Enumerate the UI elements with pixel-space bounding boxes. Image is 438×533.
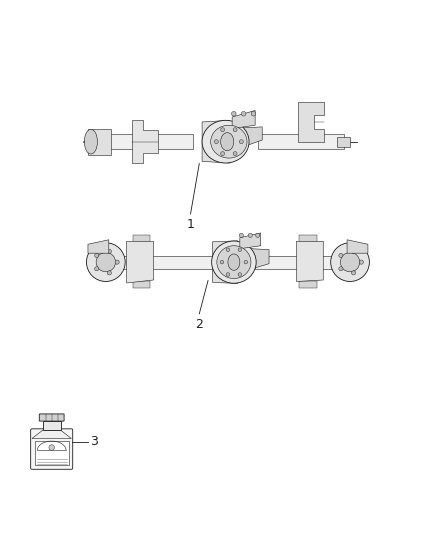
Polygon shape bbox=[255, 255, 332, 269]
Circle shape bbox=[248, 233, 252, 237]
Ellipse shape bbox=[221, 133, 234, 151]
Circle shape bbox=[226, 248, 230, 252]
Circle shape bbox=[339, 253, 343, 257]
Circle shape bbox=[251, 111, 256, 116]
Circle shape bbox=[351, 249, 356, 253]
Polygon shape bbox=[202, 120, 230, 163]
Bar bbox=[300, 281, 317, 288]
Circle shape bbox=[232, 111, 236, 116]
Bar bbox=[43, 421, 60, 430]
Ellipse shape bbox=[211, 125, 247, 158]
Bar bbox=[133, 281, 151, 288]
Polygon shape bbox=[347, 240, 368, 253]
Circle shape bbox=[241, 111, 246, 116]
Text: 1: 1 bbox=[187, 219, 194, 231]
Ellipse shape bbox=[96, 253, 116, 272]
Polygon shape bbox=[132, 120, 158, 163]
Polygon shape bbox=[297, 241, 323, 281]
Circle shape bbox=[233, 128, 237, 132]
Polygon shape bbox=[238, 248, 269, 273]
Circle shape bbox=[351, 271, 356, 275]
Polygon shape bbox=[258, 134, 344, 149]
Polygon shape bbox=[212, 241, 238, 284]
Circle shape bbox=[214, 140, 218, 143]
Ellipse shape bbox=[86, 243, 125, 281]
Circle shape bbox=[339, 266, 343, 271]
Circle shape bbox=[95, 253, 99, 257]
Circle shape bbox=[115, 260, 119, 264]
Circle shape bbox=[107, 249, 111, 253]
Circle shape bbox=[49, 445, 54, 450]
Polygon shape bbox=[127, 241, 153, 283]
Ellipse shape bbox=[202, 120, 249, 163]
Text: 2: 2 bbox=[195, 318, 203, 331]
Ellipse shape bbox=[340, 253, 360, 272]
Polygon shape bbox=[32, 430, 71, 439]
Bar bbox=[35, 441, 69, 465]
Circle shape bbox=[244, 260, 247, 264]
Bar bbox=[300, 235, 317, 242]
Text: 3: 3 bbox=[90, 435, 98, 448]
Ellipse shape bbox=[217, 246, 251, 279]
Polygon shape bbox=[88, 128, 110, 155]
Bar bbox=[133, 235, 151, 242]
Circle shape bbox=[359, 260, 364, 264]
Circle shape bbox=[233, 152, 237, 156]
FancyBboxPatch shape bbox=[31, 429, 73, 469]
Circle shape bbox=[221, 152, 225, 156]
Polygon shape bbox=[230, 127, 262, 151]
Circle shape bbox=[239, 140, 243, 143]
Polygon shape bbox=[106, 255, 212, 269]
Ellipse shape bbox=[212, 241, 256, 283]
Ellipse shape bbox=[84, 130, 97, 154]
Ellipse shape bbox=[228, 254, 240, 270]
Polygon shape bbox=[298, 102, 324, 142]
Circle shape bbox=[221, 128, 225, 132]
Circle shape bbox=[256, 233, 260, 237]
Circle shape bbox=[238, 273, 242, 276]
Circle shape bbox=[239, 233, 244, 237]
Polygon shape bbox=[240, 233, 261, 249]
FancyBboxPatch shape bbox=[39, 414, 64, 421]
Polygon shape bbox=[88, 134, 193, 149]
Bar bbox=[337, 137, 350, 147]
Circle shape bbox=[95, 266, 99, 271]
Circle shape bbox=[226, 273, 230, 276]
Circle shape bbox=[220, 260, 224, 264]
Polygon shape bbox=[88, 240, 109, 253]
Circle shape bbox=[238, 248, 242, 252]
Ellipse shape bbox=[331, 243, 369, 281]
Circle shape bbox=[107, 271, 111, 275]
Polygon shape bbox=[232, 110, 255, 128]
